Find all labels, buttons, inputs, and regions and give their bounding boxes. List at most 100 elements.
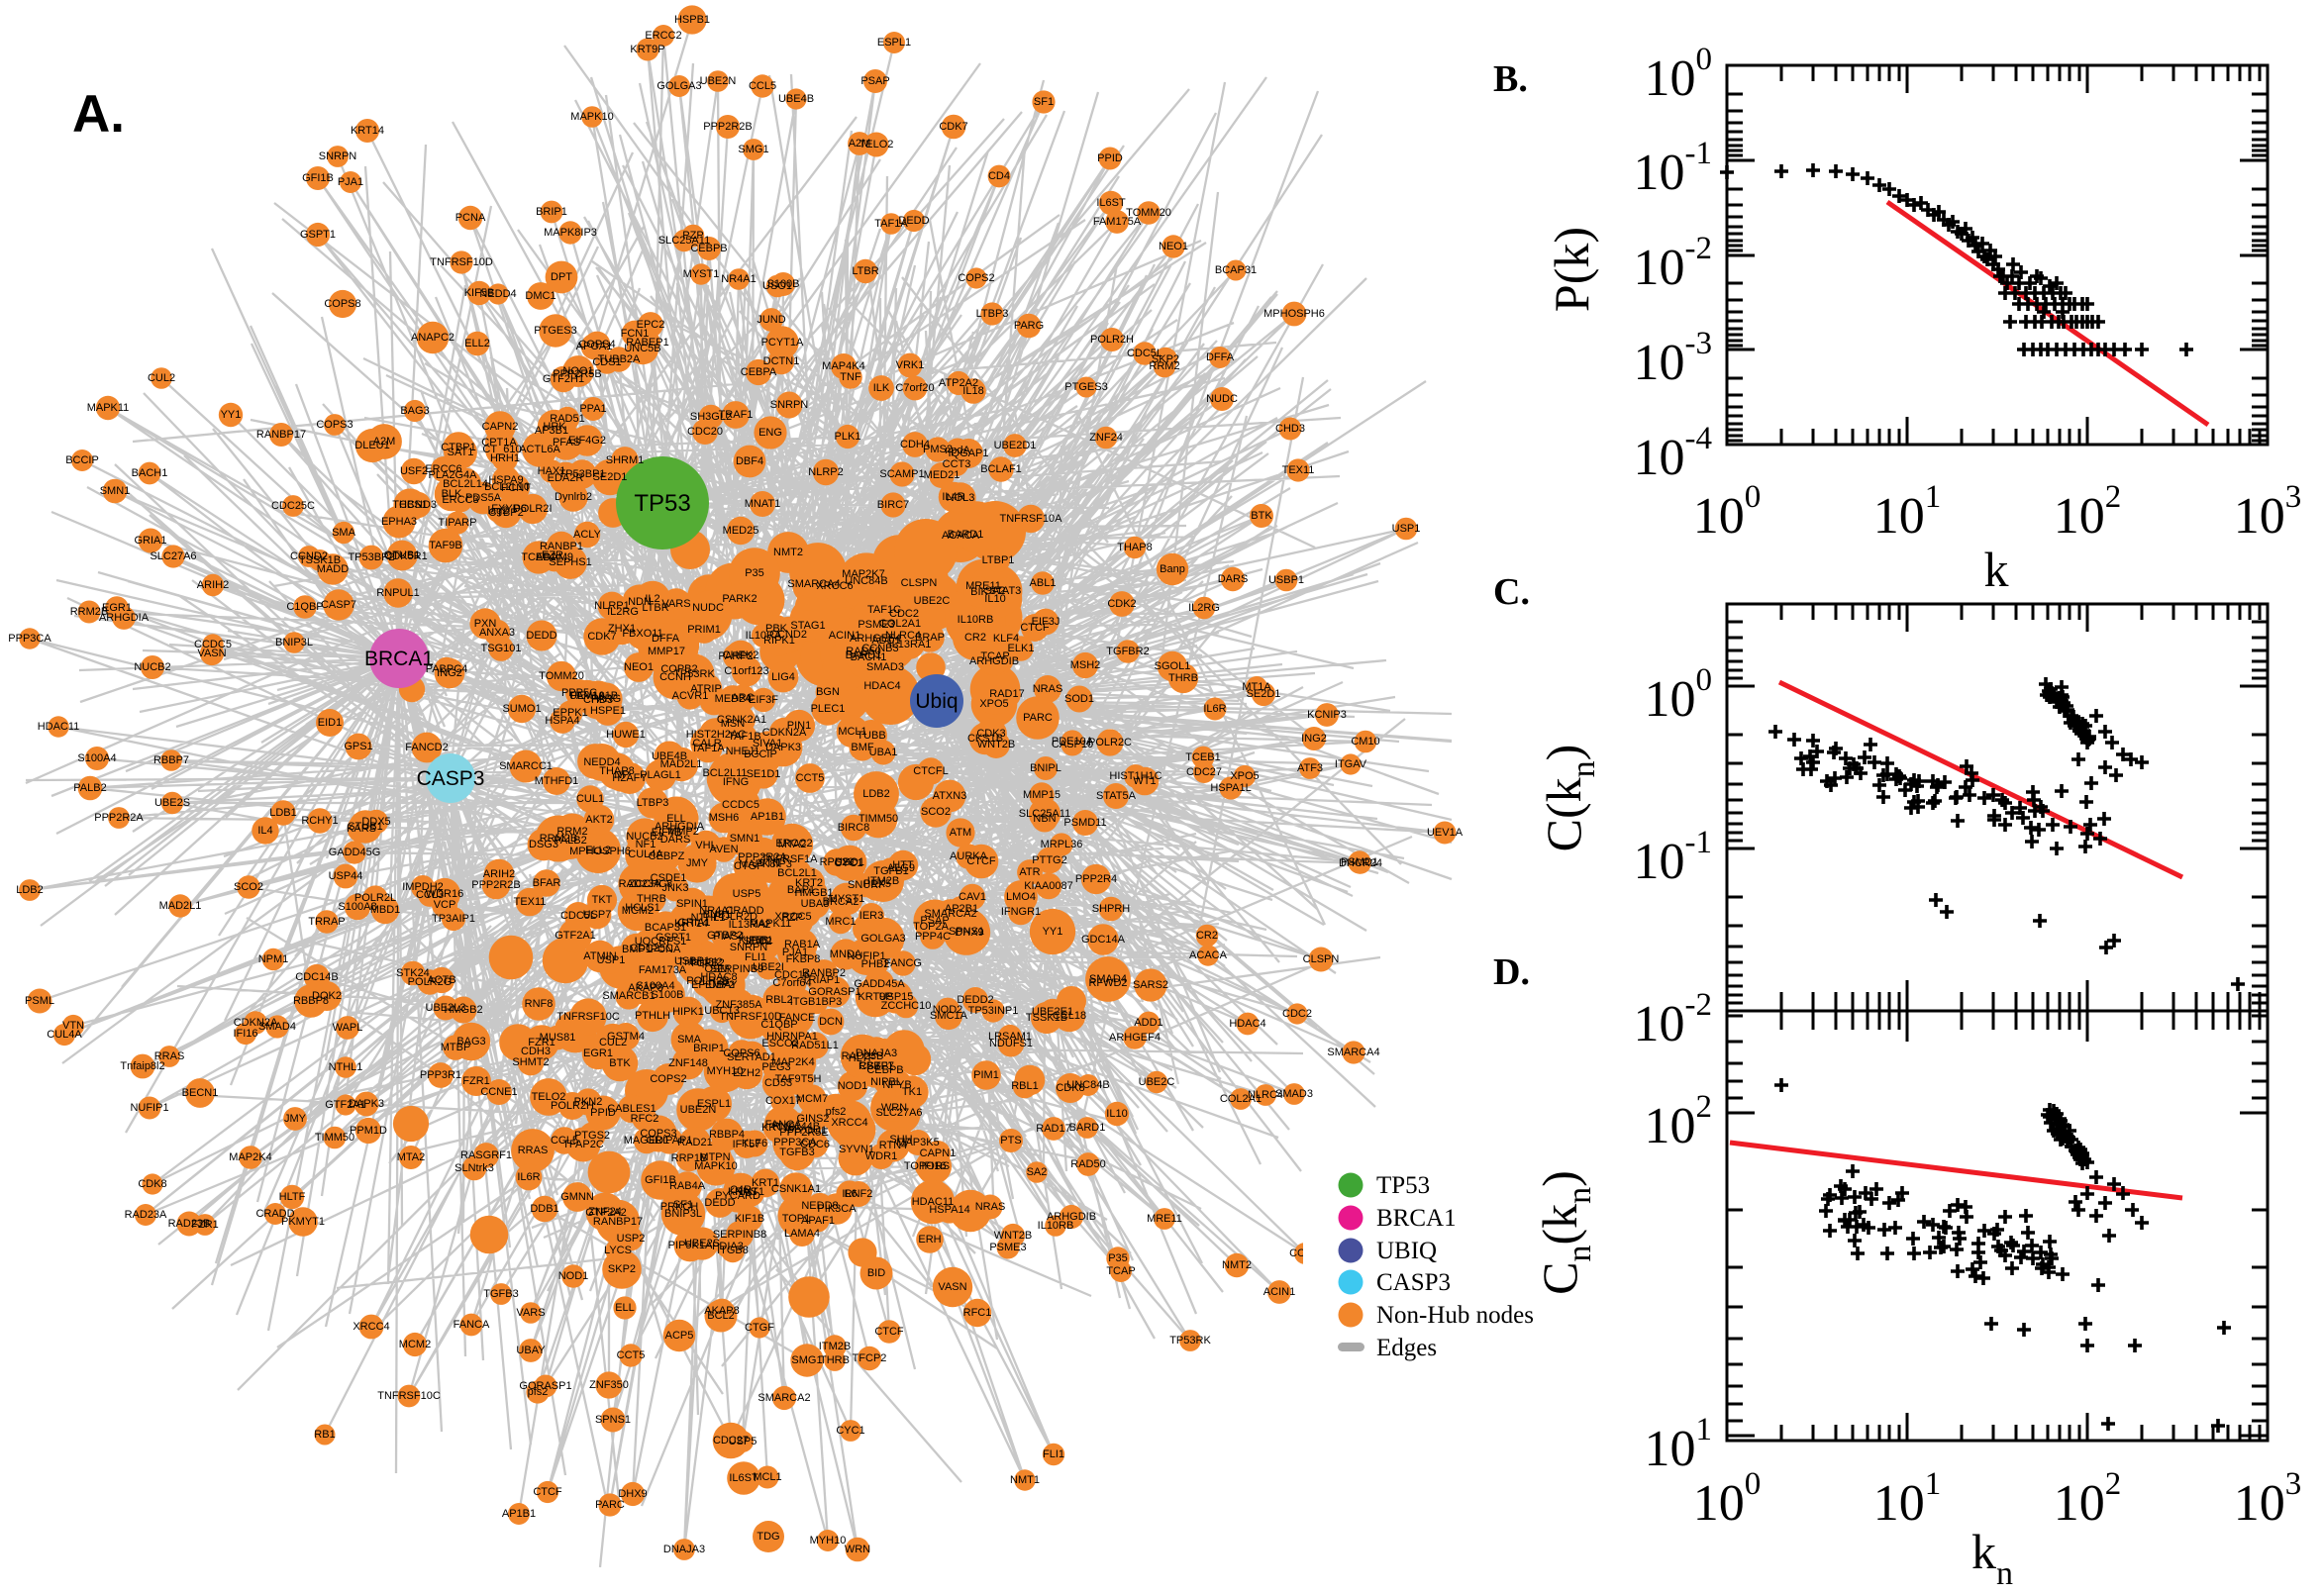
svg-text:BCAP31: BCAP31 [1215,264,1257,276]
svg-text:USO1: USO1 [835,856,864,868]
svg-text:PALB2: PALB2 [554,835,586,847]
svg-text:TAF1C: TAF1C [867,604,901,616]
svg-text:ITGAV: ITGAV [1335,758,1367,770]
svg-text:ARHGEF4: ARHGEF4 [850,633,901,645]
svg-text:CDH3: CDH3 [521,1046,551,1057]
svg-text:RB1: RB1 [314,1429,335,1441]
svg-text:MYH10: MYH10 [810,1535,847,1546]
svg-text:SMARCC1: SMARCC1 [499,760,553,772]
svg-text:YY1: YY1 [1043,926,1063,938]
svg-text:RAD51: RAD51 [550,413,584,425]
svg-text:JMY: JMY [284,1113,307,1125]
svg-text:RAD21: RAD21 [677,1137,712,1148]
svg-text:IFNGR1: IFNGR1 [1001,906,1041,918]
svg-text:CHD3: CHD3 [1275,423,1305,435]
svg-text:UBE2N: UBE2N [680,1104,717,1116]
svg-text:PLEC1: PLEC1 [811,703,846,715]
svg-text:UBC13: UBC13 [704,1005,739,1017]
svg-text:IL10: IL10 [984,593,1005,605]
svg-text:AKAP8: AKAP8 [704,1305,739,1317]
svg-text:MED25: MED25 [723,525,759,537]
svg-text:VCP: VCP [434,899,456,911]
svg-text:NOD1: NOD1 [558,1270,589,1282]
svg-text:KRT1: KRT1 [752,1177,779,1189]
svg-text:ZNF24: ZNF24 [588,1206,622,1218]
svg-text:ZCCHC8: ZCCHC8 [629,878,673,890]
svg-text:FKBP8: FKBP8 [786,953,821,965]
svg-text:PCNA: PCNA [651,944,681,955]
svg-text:IL4R: IL4R [942,491,964,503]
svg-text:ARC: ARC [731,692,754,704]
svg-text:GDC14A: GDC14A [1081,934,1126,946]
svg-text:TCEB1: TCEB1 [521,551,556,563]
svg-text:IL13RA2: IL13RA2 [729,919,771,931]
svg-text:USP44: USP44 [329,870,363,882]
svg-text:PCNT: PCNT [501,482,531,494]
svg-text:UBE2L3: UBE2L3 [426,1002,466,1014]
svg-text:JUND: JUND [757,314,785,326]
svg-text:VARS: VARS [516,1307,545,1319]
svg-text:CDK7: CDK7 [939,121,967,133]
svg-text:EPPK1: EPPK1 [553,707,587,719]
svg-text:CALR: CALR [692,738,721,749]
svg-text:WDR16: WDR16 [426,888,464,900]
svg-text:C1QBP: C1QBP [286,601,323,613]
svg-text:RANBP1: RANBP1 [540,541,583,552]
svg-text:BCL2L1: BCL2L1 [777,867,817,879]
svg-text:COL2A1: COL2A1 [1220,1093,1262,1105]
svg-text:BACH1: BACH1 [132,467,168,479]
svg-text:BRCA1: BRCA1 [1376,1205,1457,1232]
svg-text:CCND2: CCND2 [769,629,807,641]
svg-text:COX17: COX17 [765,1095,801,1107]
svg-text:FAM101B: FAM101B [570,690,618,702]
svg-text:EIF3J: EIF3J [1032,616,1060,628]
svg-text:USBP1: USBP1 [674,955,710,967]
svg-text:KRT9P: KRT9P [630,44,664,55]
svg-text:MAD2L1: MAD2L1 [660,758,703,770]
svg-text:BLK: BLK [442,488,462,500]
svg-text:SMAD3: SMAD3 [866,661,904,673]
svg-text:POLR2C: POLR2C [1088,737,1132,748]
svg-text:USP5: USP5 [733,888,761,900]
svg-text:TSSK1B: TSSK1B [299,554,341,566]
svg-text:PIAS4: PIAS4 [713,931,744,943]
svg-text:BRCA1: BRCA1 [364,648,434,670]
svg-text:RAD17: RAD17 [989,688,1024,700]
svg-text:CD53: CD53 [764,1077,792,1089]
svg-text:HSPA14: HSPA14 [929,1204,969,1216]
svg-text:PPP2R2B: PPP2R2B [471,879,521,891]
svg-text:PLK1: PLK1 [835,431,861,443]
svg-text:PARC: PARC [1023,712,1053,724]
svg-text:CAPN1: CAPN1 [920,1147,957,1159]
svg-text:TELO2: TELO2 [859,139,894,150]
svg-text:EPC2: EPC2 [637,319,665,331]
svg-text:SPNS1: SPNS1 [949,926,984,938]
svg-text:UBAY: UBAY [516,1345,546,1356]
svg-text:Tnfaip8l2: Tnfaip8l2 [120,1060,164,1072]
svg-text:NEO1: NEO1 [624,661,654,673]
svg-text:MTA2: MTA2 [397,1151,426,1163]
svg-text:CCL18: CCL18 [1053,1010,1086,1022]
svg-text:BARD1: BARD1 [1069,1122,1106,1134]
svg-text:PTGS2: PTGS2 [574,1130,610,1142]
svg-text:GINS2: GINS2 [796,1113,829,1125]
svg-text:BAG3: BAG3 [456,1036,485,1047]
svg-text:NEDD4: NEDD4 [583,756,620,768]
svg-text:BECN1: BECN1 [182,1087,219,1099]
svg-text:RAD50: RAD50 [1070,1158,1105,1170]
svg-text:MCL1: MCL1 [753,1471,781,1483]
svg-text:NEDD4: NEDD4 [479,288,516,300]
svg-text:CTBP2: CTBP2 [488,507,523,519]
svg-text:CDC25C: CDC25C [271,500,315,512]
svg-text:IL2RG: IL2RG [607,606,639,618]
svg-text:CRADD: CRADD [725,905,763,917]
svg-text:ERH: ERH [918,1234,941,1246]
svg-text:C1orf123: C1orf123 [724,665,768,677]
svg-text:SGOL1: SGOL1 [1155,660,1191,672]
svg-text:BACH1: BACH1 [851,651,887,663]
svg-text:TDG: TDG [757,1531,779,1543]
svg-text:ATM: ATM [950,827,971,839]
svg-text:NOL3: NOL3 [947,492,975,504]
svg-text:HSPA9: HSPA9 [488,474,523,486]
svg-text:CCL3: CCL3 [416,889,444,901]
